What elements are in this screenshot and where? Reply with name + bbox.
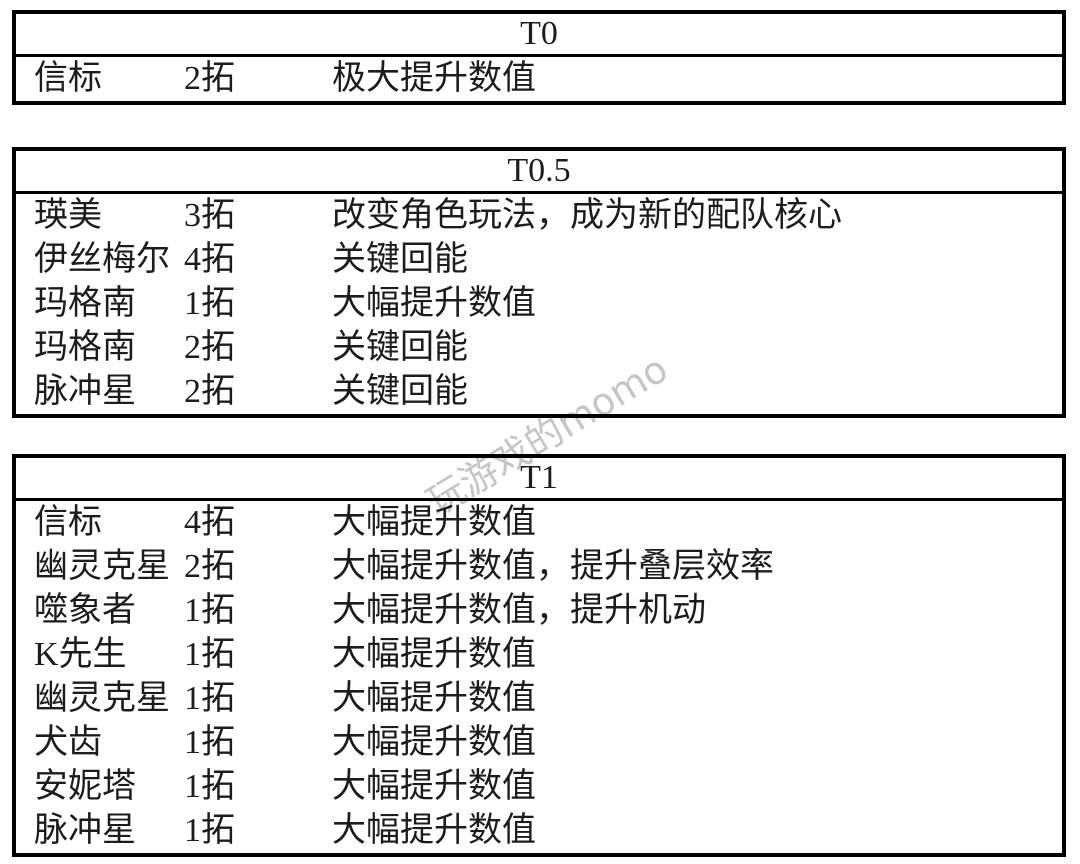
- dupe-count: 3拓: [184, 197, 235, 234]
- character-name: 幽灵克星: [34, 548, 170, 585]
- dupe-count: 1拓: [184, 636, 235, 673]
- dupe-count: 2拓: [184, 373, 235, 410]
- tier-header: T1: [16, 458, 1062, 501]
- character-name: 脉冲星: [34, 373, 136, 410]
- dupe-count: 4拓: [184, 241, 235, 278]
- character-name: 玛格南: [34, 329, 136, 366]
- table-row: 玛格南 1拓 大幅提升数值: [16, 282, 1062, 326]
- tier-header: T0: [16, 14, 1062, 57]
- table-row: K先生 1拓 大幅提升数值: [16, 633, 1062, 677]
- table-row: 脉冲星 1拓 大幅提升数值: [16, 809, 1062, 853]
- table-row: 幽灵克星 1拓 大幅提升数值: [16, 677, 1062, 721]
- value-note: 大幅提升数值: [332, 768, 536, 805]
- dupe-count: 1拓: [184, 768, 235, 805]
- dupe-count: 2拓: [184, 60, 235, 97]
- table-row: 瑛美 3拓 改变角色玩法，成为新的配队核心: [16, 194, 1062, 238]
- dupe-count: 1拓: [184, 724, 235, 761]
- dupe-count: 2拓: [184, 329, 235, 366]
- table-row: 信标 4拓 大幅提升数值: [16, 501, 1062, 545]
- table-row: 幽灵克星 2拓 大幅提升数值，提升叠层效率: [16, 545, 1062, 589]
- tier-table-t0-5: T0.5 瑛美 3拓 改变角色玩法，成为新的配队核心 伊丝梅尔 4拓 关键回能 …: [12, 147, 1066, 418]
- character-name: 噬象者: [34, 592, 136, 629]
- tier-header: T0.5: [16, 151, 1062, 194]
- value-note: 大幅提升数值: [332, 724, 536, 761]
- table-row: 伊丝梅尔 4拓 关键回能: [16, 238, 1062, 282]
- dupe-count: 4拓: [184, 504, 235, 541]
- dupe-count: 1拓: [184, 592, 235, 629]
- character-name: 瑛美: [34, 197, 102, 234]
- dupe-count: 2拓: [184, 548, 235, 585]
- tier-table-t0: T0 信标 2拓 极大提升数值: [12, 10, 1066, 105]
- value-note: 大幅提升数值: [332, 636, 536, 673]
- dupe-count: 1拓: [184, 812, 235, 849]
- value-note: 大幅提升数值: [332, 680, 536, 717]
- value-note: 大幅提升数值，提升叠层效率: [332, 548, 774, 585]
- value-note: 大幅提升数值: [332, 812, 536, 849]
- character-name: 安妮塔: [34, 768, 136, 805]
- value-note: 关键回能: [332, 329, 468, 366]
- table-row: 安妮塔 1拓 大幅提升数值: [16, 765, 1062, 809]
- character-name: 幽灵克星: [34, 680, 170, 717]
- table-row: 噬象者 1拓 大幅提升数值，提升机动: [16, 589, 1062, 633]
- character-name: 信标: [34, 60, 102, 97]
- table-row: 脉冲星 2拓 关键回能: [16, 370, 1062, 414]
- value-note: 改变角色玩法，成为新的配队核心: [332, 197, 842, 234]
- tier-label: T1: [520, 459, 558, 496]
- character-name: 犬齿: [34, 724, 102, 761]
- table-row: 玛格南 2拓 关键回能: [16, 326, 1062, 370]
- value-note: 大幅提升数值，提升机动: [332, 592, 706, 629]
- dupe-count: 1拓: [184, 285, 235, 322]
- character-name: 伊丝梅尔: [34, 241, 170, 278]
- tier-label: T0.5: [507, 152, 571, 189]
- tier-table-t1: T1 信标 4拓 大幅提升数值 幽灵克星 2拓 大幅提升数值，提升叠层效率 噬象…: [12, 454, 1066, 857]
- value-note: 极大提升数值: [332, 60, 536, 97]
- character-name: K先生: [34, 636, 127, 673]
- value-note: 关键回能: [332, 373, 468, 410]
- character-name: 信标: [34, 504, 102, 541]
- table-row: 信标 2拓 极大提升数值: [16, 57, 1062, 101]
- tier-label: T0: [520, 15, 558, 52]
- table-row: 犬齿 1拓 大幅提升数值: [16, 721, 1062, 765]
- character-name: 脉冲星: [34, 812, 136, 849]
- value-note: 大幅提升数值: [332, 504, 536, 541]
- dupe-count: 1拓: [184, 680, 235, 717]
- value-note: 大幅提升数值: [332, 285, 536, 322]
- value-note: 关键回能: [332, 241, 468, 278]
- character-name: 玛格南: [34, 285, 136, 322]
